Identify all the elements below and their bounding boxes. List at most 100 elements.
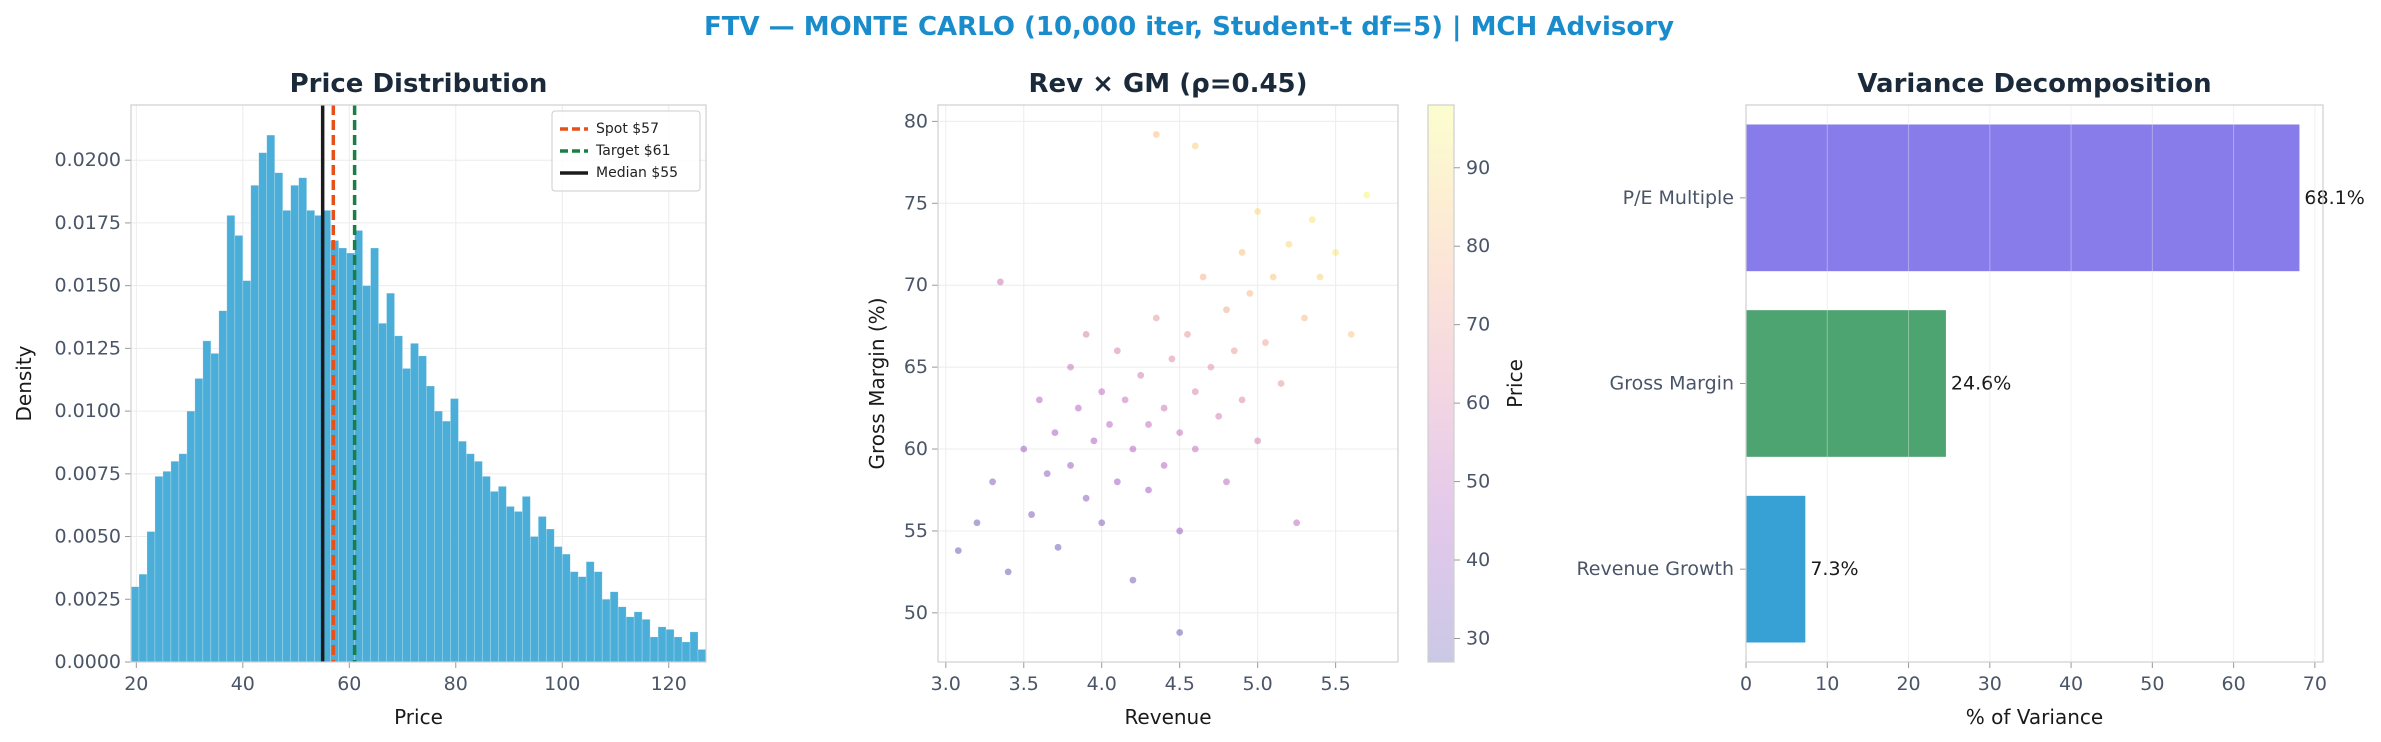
y-tick-label: 65: [904, 356, 928, 378]
scatter-point: [1347, 330, 1355, 338]
histogram-bar: [298, 177, 307, 663]
scatter-point: [1223, 478, 1230, 486]
histogram-bar: [530, 536, 539, 663]
scatter-point: [1207, 363, 1215, 371]
scatter-point: [1168, 355, 1176, 363]
histogram-bar: [498, 486, 507, 663]
scatter-point: [1332, 249, 1340, 256]
histogram-bar: [202, 340, 212, 663]
x-axis-label: % of Variance: [1966, 705, 2103, 729]
scatter-point: [973, 519, 981, 527]
scatter-point: [1098, 388, 1106, 396]
x-tick-label: 20: [1896, 673, 1920, 695]
histogram-bar: [585, 561, 595, 663]
scatter-point: [1238, 249, 1246, 256]
x-tick-label: 70: [2303, 673, 2327, 695]
subplot-title: Variance Decomposition: [1857, 69, 2211, 99]
histogram-bar: [282, 210, 292, 663]
histogram-bar: [657, 626, 667, 663]
scatter-point: [1067, 462, 1074, 469]
x-tick-label: 60: [337, 673, 361, 695]
scatter-point: [1230, 347, 1238, 355]
scatter-point: [1137, 371, 1145, 379]
x-tick-label: 40: [2059, 673, 2083, 695]
scatter-point: [996, 278, 1004, 286]
histogram-bar: [466, 453, 475, 663]
scatter-point: [1082, 494, 1090, 502]
value-label: 68.1%: [2304, 187, 2364, 209]
histogram-bar: [649, 636, 659, 663]
histogram-bar: [186, 410, 196, 663]
scatter-point: [1254, 208, 1262, 215]
histogram-bar: [577, 576, 587, 663]
colorbar-label: Price: [1503, 359, 1527, 408]
scatter-point: [1238, 396, 1246, 404]
x-axis-label: Price: [394, 705, 443, 729]
histogram-bar: [370, 247, 379, 663]
y-tick-label: 0.0125: [55, 337, 121, 359]
histogram-bar: [617, 606, 627, 663]
scatter-point: [1160, 404, 1168, 412]
subplot-title: Price Distribution: [290, 69, 548, 99]
y-tick-label: 60: [904, 438, 928, 460]
y-tick-label: 50: [904, 602, 928, 624]
y-tick-label: P/E Multiple: [1623, 187, 1734, 209]
axes-frame: [130, 104, 707, 663]
y-axis-label: Density: [12, 345, 36, 421]
value-label: 24.6%: [1951, 373, 2011, 395]
scatter-point: [1191, 445, 1199, 453]
axes-frame: [937, 104, 1399, 663]
y-tick-label: 55: [904, 520, 928, 542]
histogram-bar: [450, 398, 459, 663]
histogram-bar: [689, 631, 699, 663]
scatter-point: [1035, 396, 1043, 404]
histogram-bar: [426, 385, 435, 663]
histogram-bar: [338, 247, 347, 663]
scatter-point: [1199, 273, 1207, 281]
y-tick-label: 0.0025: [55, 588, 121, 610]
x-axis-label: Revenue: [1124, 705, 1211, 729]
scatter-point: [1293, 519, 1301, 527]
x-tick-label: 40: [231, 673, 255, 695]
histogram-bar: [553, 546, 563, 663]
histogram-bar: [442, 420, 451, 663]
histogram-bar: [665, 629, 675, 663]
scatter-point: [1051, 429, 1059, 437]
x-tick-label: 5.0: [1243, 673, 1273, 695]
histogram-bar: [458, 440, 467, 663]
x-tick-label: 30: [1978, 673, 2002, 695]
scatter-point: [1152, 314, 1160, 322]
histogram-bar: [569, 571, 579, 663]
scatter-point: [1223, 306, 1230, 314]
scatter-point: [1285, 240, 1293, 248]
histogram-bar: [641, 619, 651, 663]
histogram-bar: [490, 491, 499, 663]
colorbar-tick-label: 90: [1466, 157, 1490, 179]
colorbar-tick-label: 70: [1466, 314, 1490, 336]
histogram-bar: [194, 378, 204, 663]
scatter-point: [1277, 380, 1285, 387]
x-tick-label: 80: [444, 673, 468, 695]
histogram-bar: [362, 285, 371, 663]
scatter-point: [1067, 363, 1074, 371]
y-tick-label: 0.0100: [55, 400, 121, 422]
histogram-bar: [266, 134, 276, 663]
histogram-bar: [482, 476, 491, 663]
legend-label: Target $61: [595, 143, 670, 159]
scatter-point: [1191, 388, 1199, 396]
histogram-bar: [290, 184, 300, 663]
bar: [1746, 124, 2300, 272]
scatter-point: [1113, 347, 1121, 355]
scatter-point: [1269, 273, 1277, 281]
histogram-bar: [514, 511, 523, 663]
x-tick-label: 4.5: [1165, 673, 1195, 695]
y-tick-label: 80: [904, 110, 928, 132]
histogram-bar: [506, 506, 515, 663]
histogram-bar: [234, 235, 244, 663]
scatter-point: [1129, 576, 1137, 584]
scatter-point: [1316, 273, 1324, 281]
histogram-bar: [138, 573, 148, 663]
histogram-bar: [561, 553, 571, 663]
histogram-bar: [394, 335, 403, 663]
histogram-bar: [474, 460, 483, 663]
